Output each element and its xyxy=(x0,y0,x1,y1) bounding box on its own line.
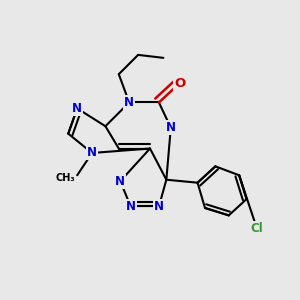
Text: N: N xyxy=(126,200,136,213)
Text: CH₃: CH₃ xyxy=(56,173,75,183)
Text: N: N xyxy=(87,146,97,160)
Text: N: N xyxy=(154,200,164,213)
Text: N: N xyxy=(72,102,82,115)
Text: N: N xyxy=(124,96,134,109)
Text: O: O xyxy=(174,76,185,90)
Text: Cl: Cl xyxy=(250,222,263,235)
Text: N: N xyxy=(115,175,125,188)
Text: N: N xyxy=(166,121,176,134)
